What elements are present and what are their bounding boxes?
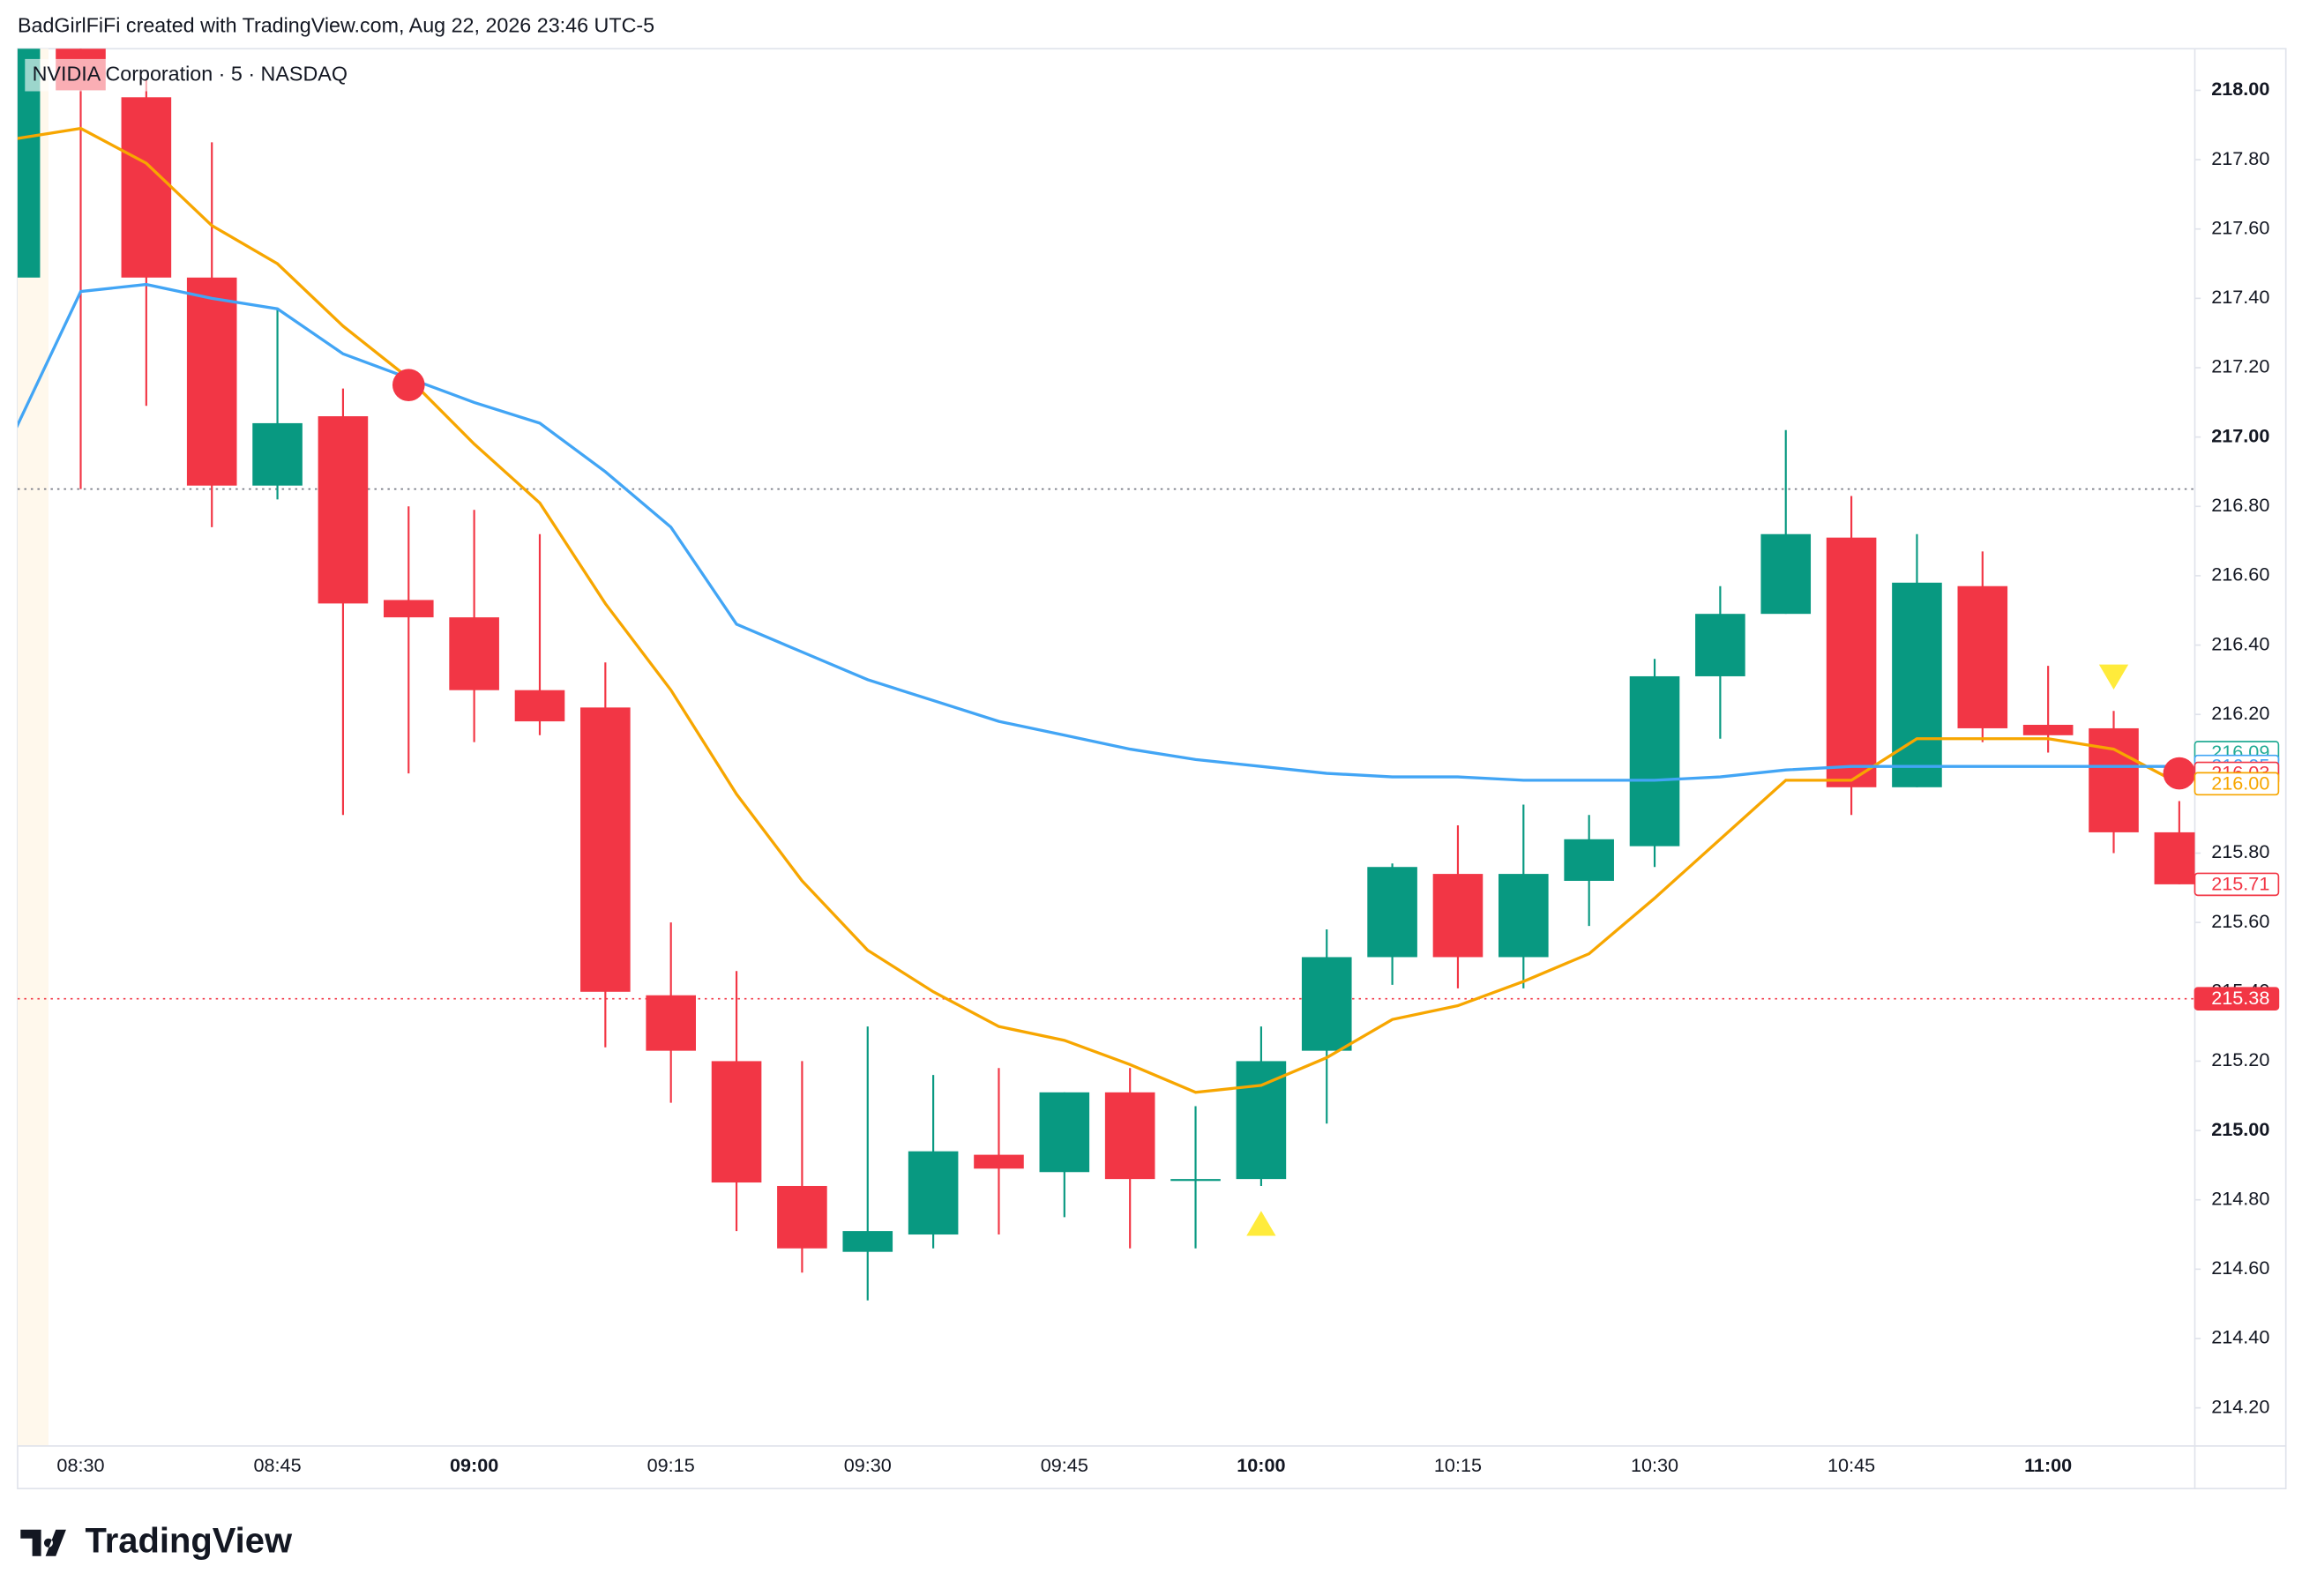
x-tick-label: 09:45 <box>1041 1454 1088 1476</box>
y-tick-label: 214.60 <box>2211 1257 2269 1279</box>
candle-body <box>1301 957 1352 1051</box>
x-tick-label: 09:15 <box>647 1454 695 1476</box>
y-tick-label: 216.20 <box>2211 702 2269 724</box>
y-tick-label: 215.80 <box>2211 840 2269 862</box>
candle-body <box>514 690 565 722</box>
x-tick-label: 10:45 <box>1827 1454 1875 1476</box>
y-tick-label: 215.00 <box>2211 1118 2269 1140</box>
candle-body <box>383 600 434 618</box>
candle-body <box>2022 725 2074 735</box>
price-badge <box>2194 772 2280 796</box>
moving-average <box>17 126 2180 1094</box>
y-tick-label: 214.80 <box>2211 1187 2269 1209</box>
y-tick-label: 214.40 <box>2211 1326 2269 1348</box>
candle-body <box>1170 1179 1221 1182</box>
candle-body <box>1760 533 1812 615</box>
x-tick-label: 10:00 <box>1237 1454 1285 1476</box>
candle-body <box>1499 874 1549 958</box>
x-tick-label: 09:30 <box>844 1454 892 1476</box>
attribution: BadGirlFiFi created with TradingView.com… <box>18 13 654 36</box>
symbol-title: NVIDIA Corporation · 5 · NASDAQ <box>33 62 348 85</box>
candle-body <box>2154 832 2195 884</box>
candle-body <box>1826 537 1877 787</box>
moving-average <box>17 282 2179 782</box>
signal-up <box>1246 1211 1276 1236</box>
plot <box>17 48 2195 1301</box>
candle-body <box>252 422 303 486</box>
legend-bg <box>25 58 377 92</box>
logo: TradingView <box>20 1521 293 1560</box>
price-badge <box>2194 987 2280 1011</box>
candle-body <box>2089 727 2139 832</box>
chart-frame <box>17 48 2287 1489</box>
candle-body <box>1432 874 1484 958</box>
session-shade <box>17 48 49 1446</box>
candle-body <box>186 277 237 486</box>
logo-text: TradingView <box>86 1521 293 1560</box>
y-tick-label: 217.00 <box>2211 424 2269 446</box>
price-badge-label: 215.38 <box>2211 987 2269 1009</box>
candle-body <box>711 1061 762 1183</box>
overlay <box>392 369 2196 1236</box>
x-tick-label: 08:30 <box>56 1454 104 1476</box>
candle-body <box>974 1154 1024 1169</box>
candle-body <box>908 1151 959 1235</box>
signal-dot <box>392 369 425 401</box>
y-tick-label: 215.60 <box>2211 910 2269 932</box>
candle-body <box>646 995 696 1051</box>
candle-body <box>1564 839 1614 881</box>
candle-body <box>842 1231 893 1252</box>
y-tick-label: 218.00 <box>2211 78 2269 100</box>
y-tick-label: 217.80 <box>2211 147 2269 169</box>
y-tick-label: 217.20 <box>2211 355 2269 377</box>
x-tick-label: 08:45 <box>254 1454 302 1476</box>
x-tick-label: 10:30 <box>1631 1454 1678 1476</box>
y-tick-label: 217.40 <box>2211 286 2269 308</box>
candle-body <box>1236 1061 1287 1180</box>
price-badge <box>2194 872 2280 897</box>
y-tick-label: 215.20 <box>2211 1048 2269 1070</box>
candle-body <box>449 617 499 690</box>
candle-body <box>1629 675 1680 846</box>
y-tick-label: 216.40 <box>2211 632 2269 654</box>
price-badge-label: 216.00 <box>2211 772 2269 794</box>
y-tick-label: 216.80 <box>2211 494 2269 516</box>
price-badge-label: 215.71 <box>2211 872 2269 894</box>
candle-body <box>1695 614 1745 676</box>
x-tick-label: 09:00 <box>450 1454 498 1476</box>
candle-body <box>1367 867 1417 958</box>
candle-body <box>1892 582 1942 787</box>
candle-body <box>1957 585 2008 728</box>
y-tick-label: 216.60 <box>2211 563 2269 585</box>
y-tick-label: 217.60 <box>2211 216 2269 238</box>
candle-body <box>121 97 172 278</box>
candle-body <box>318 416 369 604</box>
x-tick-label: 11:00 <box>2024 1454 2072 1476</box>
candle-body <box>1039 1092 1090 1173</box>
logo-mark <box>20 1529 66 1556</box>
signal-down <box>2098 664 2129 690</box>
y-tick-label: 214.20 <box>2211 1395 2269 1417</box>
candle-body <box>1104 1092 1155 1180</box>
x-tick-label: 10:15 <box>1434 1454 1482 1476</box>
candle-body <box>580 707 631 992</box>
signal-dot <box>2163 757 2196 790</box>
candle-body <box>777 1185 827 1249</box>
